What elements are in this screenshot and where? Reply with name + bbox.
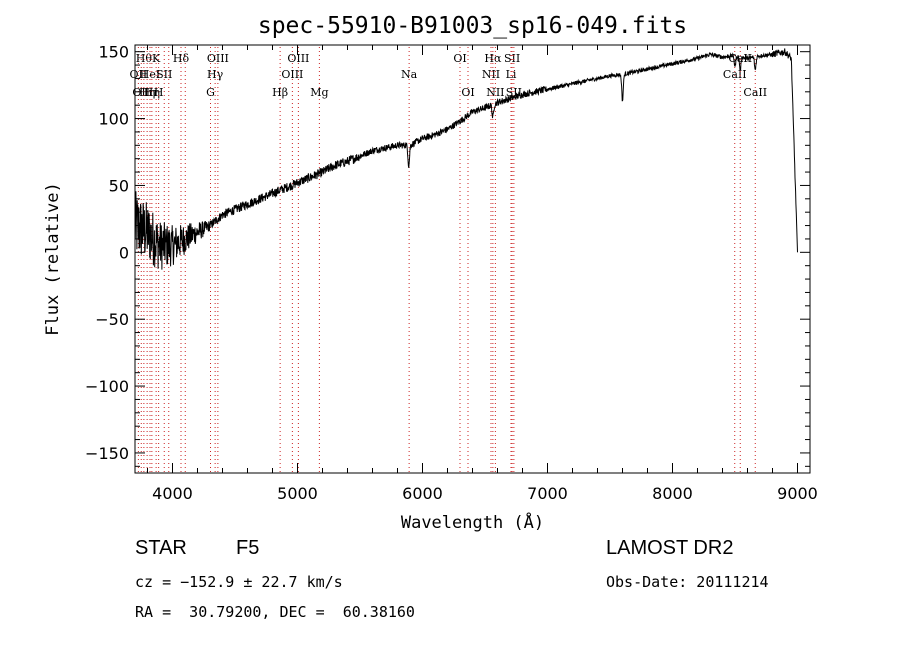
chart-title: spec-55910-B91003_sp16-049.fits [258, 13, 687, 39]
y-tick-label: −50 [95, 310, 129, 329]
line-marker-label: G [206, 86, 215, 99]
plot-frame [134, 44, 811, 474]
y-tick-label: 150 [98, 43, 129, 62]
x-tick-label: 8000 [652, 484, 693, 503]
y-tick-label: 100 [98, 110, 129, 129]
line-marker-label: Hβ [272, 86, 288, 99]
x-tick-label: 4000 [152, 484, 193, 503]
x-tick-label: 5000 [277, 484, 318, 503]
line-marker-label: HeI [140, 68, 160, 81]
line-marker-label: Mg [310, 86, 328, 99]
y-tick-label: 0 [119, 243, 129, 262]
line-marker-label: Li [506, 68, 517, 81]
spectrum-line [134, 48, 798, 270]
line-marker-label: OI [453, 52, 466, 65]
y-tick-label: −100 [85, 377, 129, 396]
redshift-cz: cz = −152.9 ± 22.7 km/s [135, 573, 343, 591]
object-subclass: F5 [236, 537, 260, 559]
x-axis-label: Wavelength (Å) [401, 511, 544, 533]
object-class: STAR [135, 537, 187, 559]
line-marker-label: OII [130, 68, 148, 81]
obs-date: Obs-Date: 20111214 [606, 573, 769, 591]
line-marker-label: OII [132, 86, 150, 99]
line-marker-label: OIII [287, 52, 309, 65]
line-marker-label: CaII [723, 68, 747, 81]
line-marker-label: OIII [281, 68, 303, 81]
line-marker-label: SII [156, 68, 172, 81]
line-marker-label: SII [504, 52, 520, 65]
y-axis-label: Flux (relative) [43, 182, 63, 336]
line-marker-label: Hα [484, 52, 502, 65]
y-tick-label: 50 [109, 176, 129, 195]
x-tick-label: 7000 [527, 484, 568, 503]
line-marker-label: OIII [207, 52, 229, 65]
line-marker-label: OI [461, 86, 474, 99]
line-marker-label: NII [482, 68, 500, 81]
line-marker-label: Hη [139, 86, 155, 99]
sky-coordinates: RA = 30.79200, DEC = 60.38160 [135, 603, 415, 621]
line-marker-label: H [154, 86, 164, 99]
x-tick-label: 6000 [402, 484, 443, 503]
line-marker-label: Hγ [207, 68, 224, 81]
line-marker-label: Hθ [136, 52, 153, 65]
x-tick-label: 9000 [777, 484, 818, 503]
line-marker-label: Hδ [173, 52, 190, 65]
y-tick-label: −150 [85, 444, 129, 463]
line-marker-label: NII [486, 86, 504, 99]
line-marker-label: K [152, 52, 161, 65]
line-marker-label: CaII [743, 86, 767, 99]
survey-name: LAMOST DR2 [606, 537, 734, 559]
line-marker-label: Na [401, 68, 418, 81]
